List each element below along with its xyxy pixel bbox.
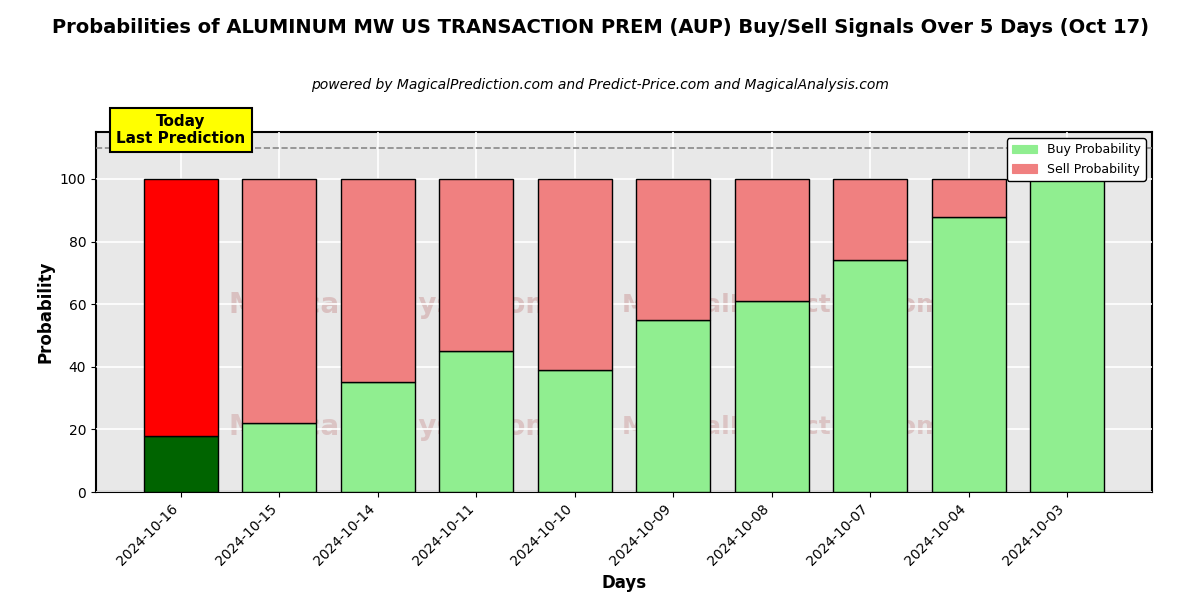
- Bar: [538, 370, 612, 492]
- Bar: [833, 260, 907, 492]
- Bar: [538, 179, 612, 370]
- Text: Probabilities of ALUMINUM MW US TRANSACTION PREM (AUP) Buy/Sell Signals Over 5 D: Probabilities of ALUMINUM MW US TRANSACT…: [52, 18, 1148, 37]
- Bar: [636, 179, 710, 320]
- Bar: [931, 217, 1006, 492]
- Bar: [144, 179, 218, 436]
- Bar: [439, 179, 514, 351]
- Y-axis label: Probability: Probability: [36, 261, 54, 363]
- Bar: [439, 351, 514, 492]
- Bar: [144, 436, 218, 492]
- Bar: [341, 382, 415, 492]
- Text: MagicalPrediction.com: MagicalPrediction.com: [622, 415, 943, 439]
- Bar: [242, 179, 317, 423]
- Bar: [636, 320, 710, 492]
- Text: MagicalAnalysis.com: MagicalAnalysis.com: [228, 291, 554, 319]
- Bar: [242, 423, 317, 492]
- Bar: [931, 179, 1006, 217]
- Bar: [734, 179, 809, 301]
- Bar: [341, 179, 415, 382]
- Text: powered by MagicalPrediction.com and Predict-Price.com and MagicalAnalysis.com: powered by MagicalPrediction.com and Pre…: [311, 78, 889, 92]
- Legend: Buy Probability, Sell Probability: Buy Probability, Sell Probability: [1007, 138, 1146, 181]
- Bar: [1030, 179, 1104, 492]
- Text: MagicalPrediction.com: MagicalPrediction.com: [622, 293, 943, 317]
- X-axis label: Days: Days: [601, 574, 647, 592]
- Bar: [734, 301, 809, 492]
- Text: MagicalAnalysis.com: MagicalAnalysis.com: [228, 413, 554, 441]
- Bar: [833, 179, 907, 260]
- Text: Today
Last Prediction: Today Last Prediction: [116, 113, 246, 146]
